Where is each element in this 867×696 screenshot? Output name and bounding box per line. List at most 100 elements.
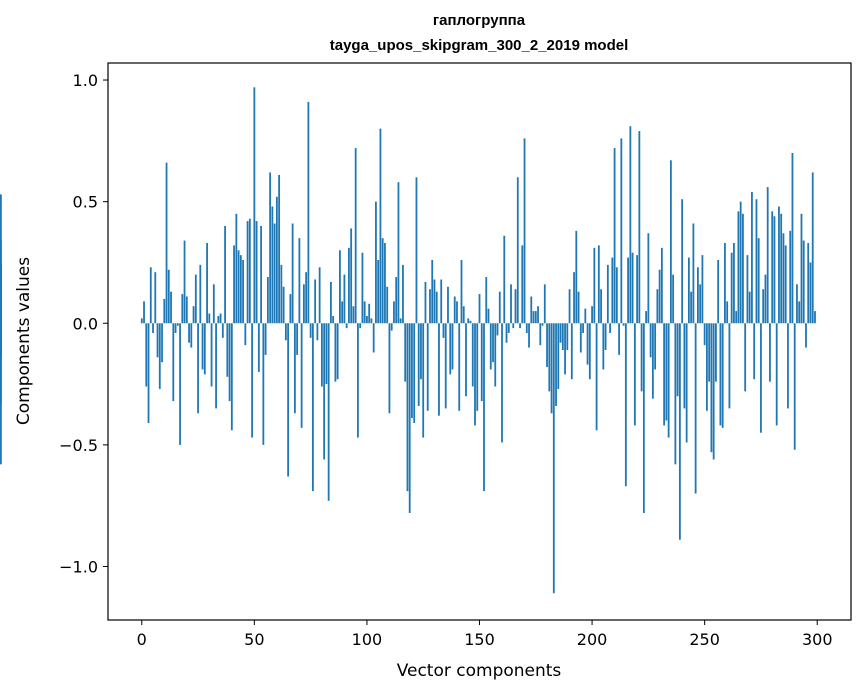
bar-83	[327, 323, 330, 501]
bar-80	[320, 323, 323, 387]
bar-277	[764, 274, 767, 324]
bar-269	[746, 255, 749, 324]
bar-299	[814, 311, 816, 324]
bar-106	[379, 128, 382, 324]
bar-185	[557, 323, 560, 389]
bar-91	[345, 323, 348, 329]
bar-123	[417, 323, 420, 406]
bar-275	[760, 323, 762, 433]
bar-2	[145, 323, 148, 387]
bar-121	[413, 323, 416, 423]
bar-97	[359, 323, 362, 329]
bar-159	[498, 291, 501, 324]
y-tick-label: 0.0	[73, 314, 98, 333]
bar-160	[501, 323, 503, 443]
bar-124	[420, 323, 422, 380]
bar-118	[406, 323, 409, 492]
bar-117	[404, 323, 407, 382]
x-tick-label: 300	[802, 630, 833, 649]
bar-48	[248, 218, 251, 324]
bar-239	[678, 323, 681, 540]
bar-6	[154, 272, 157, 324]
bar-271	[751, 191, 753, 324]
bar-169	[521, 245, 524, 324]
bar-201	[593, 247, 596, 324]
bar-119	[408, 323, 411, 513]
bar-44	[239, 255, 242, 324]
bar-107	[381, 238, 384, 324]
bar-65	[287, 323, 290, 477]
x-tick-label: 0	[137, 630, 147, 649]
bar-76	[311, 323, 314, 492]
y-tick-label: 1.0	[73, 71, 98, 90]
bar-230	[658, 269, 661, 324]
bar-268	[744, 323, 747, 392]
bar-210	[613, 148, 616, 324]
bar-175	[534, 311, 537, 324]
x-tick-label: 100	[352, 630, 383, 649]
bar-240	[681, 199, 684, 324]
bar-45	[242, 260, 244, 324]
bar-104	[375, 201, 377, 324]
bar-33	[215, 323, 217, 409]
bar-162	[505, 323, 508, 343]
bar-176	[537, 306, 539, 324]
bar-297	[809, 262, 812, 324]
bar-207	[606, 264, 609, 324]
bar-109	[386, 286, 389, 324]
bar-58	[271, 206, 274, 324]
bar-189	[566, 323, 569, 351]
bar-153	[485, 277, 488, 324]
bar-56	[266, 277, 269, 324]
bar-195	[579, 323, 582, 353]
bar-204	[600, 289, 602, 324]
y-tick-label: −0.5	[59, 436, 98, 455]
bar-122	[415, 177, 418, 324]
bar-212	[618, 323, 620, 355]
bar-187	[561, 323, 564, 351]
bar-214	[622, 323, 625, 326]
bar-74	[307, 101, 310, 324]
bar-213	[620, 138, 623, 324]
bar-112	[393, 301, 395, 324]
bar-148	[474, 323, 476, 426]
bar-291	[796, 284, 798, 324]
bar-46	[244, 323, 247, 346]
bar-131	[435, 291, 438, 324]
bar-251	[706, 323, 708, 411]
bar-235	[669, 160, 672, 324]
bar-77	[314, 279, 317, 324]
bar-170	[523, 138, 526, 324]
bar-55	[264, 323, 267, 355]
bar-191	[570, 323, 573, 380]
bar-26	[199, 264, 202, 324]
y-axis-label: Components values	[14, 257, 34, 425]
bar-157	[494, 323, 497, 387]
bar-290	[793, 323, 796, 450]
bar-103	[372, 323, 375, 353]
bar-9	[161, 323, 163, 363]
bar-42	[235, 213, 238, 324]
bar-96	[357, 323, 359, 438]
x-axis-ticks: 0 50 100 150 200 250 300	[137, 620, 833, 649]
bar-145	[467, 318, 470, 324]
y-tick-label: −1.0	[59, 557, 98, 576]
bar-20	[185, 296, 188, 324]
bar-199	[588, 323, 591, 380]
bar-231	[660, 247, 663, 324]
bar-128	[429, 289, 431, 324]
bar-276	[762, 289, 765, 324]
bar-105	[377, 260, 380, 324]
bar-113	[395, 277, 398, 324]
bar-149	[476, 323, 479, 411]
bar-202	[595, 323, 598, 431]
bar-179	[543, 284, 546, 324]
bar-178	[541, 323, 544, 326]
bar-141	[458, 323, 461, 411]
bar-226	[649, 323, 652, 358]
bar-undefined	[0, 281, 2, 324]
bar-265	[737, 211, 740, 324]
bar-182	[550, 323, 553, 414]
bar-24	[194, 274, 197, 324]
